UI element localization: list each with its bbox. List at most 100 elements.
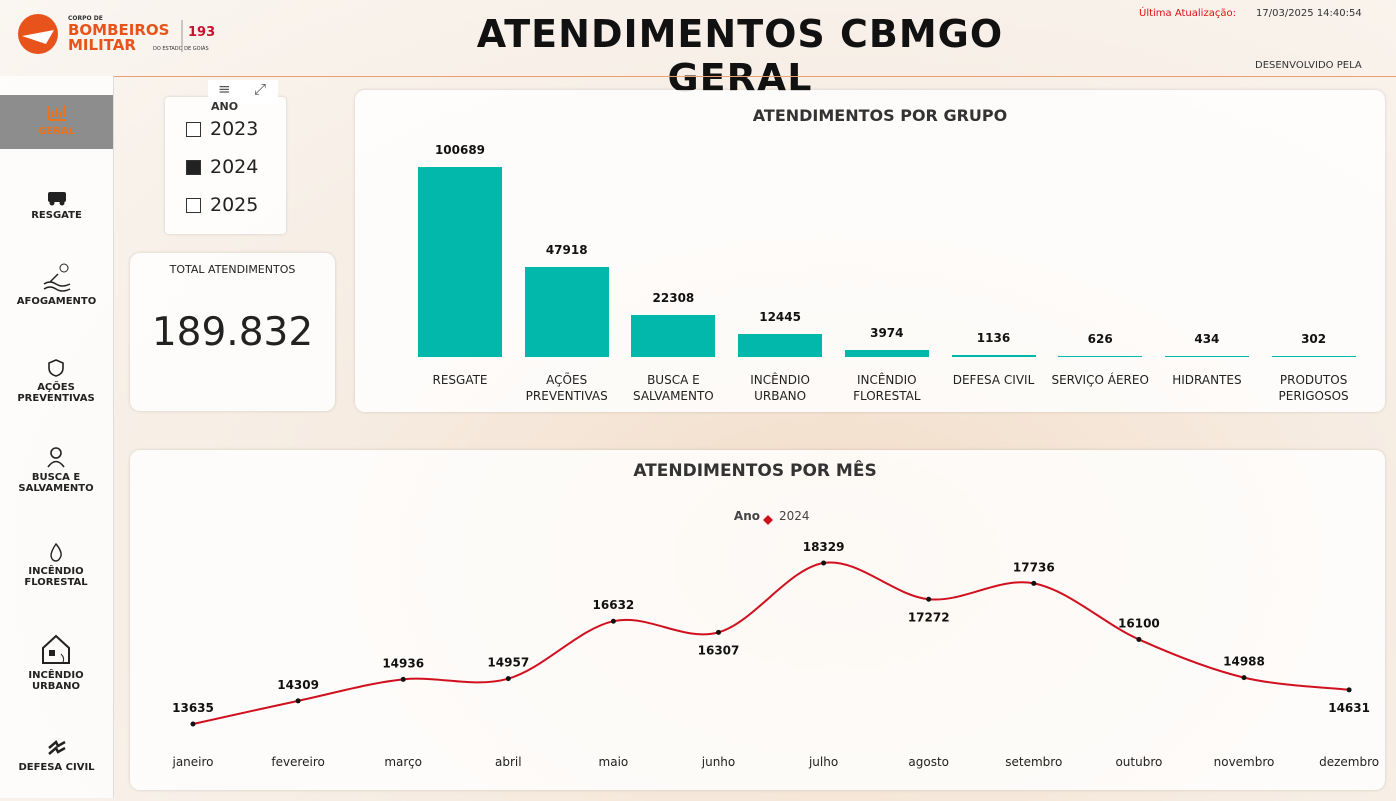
data-label: 18329 bbox=[803, 540, 845, 554]
point bbox=[401, 677, 406, 682]
option-label: 2024 bbox=[210, 156, 258, 178]
point bbox=[1031, 581, 1036, 586]
bar bbox=[525, 267, 609, 357]
line-series bbox=[193, 562, 1349, 724]
bar bbox=[418, 167, 502, 357]
option-label: 2023 bbox=[210, 118, 258, 140]
point bbox=[1347, 687, 1352, 692]
logo: CORPO DE BOMBEIROS MILITAR DO ESTADO DE … bbox=[8, 10, 238, 60]
data-label: 14988 bbox=[1223, 655, 1265, 669]
data-label: 3974 bbox=[837, 326, 937, 340]
nav-label: AÇÕES PREVENTIVAS bbox=[17, 382, 94, 404]
data-label: 12445 bbox=[730, 310, 830, 324]
filter-title: ANO bbox=[211, 100, 238, 113]
bar bbox=[631, 315, 715, 357]
bar bbox=[952, 355, 1036, 357]
checkbox[interactable] bbox=[186, 160, 201, 175]
data-label: 13635 bbox=[172, 701, 214, 715]
nav-label: BUSCA E SALVAMENTO bbox=[18, 472, 93, 494]
x-tick-label: PRODUTOS PERIGOSOS bbox=[1264, 372, 1364, 404]
point bbox=[1242, 675, 1247, 680]
nav-item[interactable]: AÇÕES PREVENTIVAS bbox=[7, 358, 105, 404]
point bbox=[821, 561, 826, 566]
checkbox[interactable] bbox=[186, 198, 201, 213]
filter-option[interactable]: 2023 bbox=[186, 118, 258, 140]
x-tick-label: SERVIÇO ÁEREO bbox=[1050, 372, 1150, 388]
x-tick-label: junho bbox=[701, 755, 736, 769]
x-tick-label: AÇÕES PREVENTIVAS bbox=[517, 372, 617, 404]
x-tick-label: abril bbox=[495, 755, 522, 769]
nav-icon bbox=[46, 738, 68, 758]
data-label: 16307 bbox=[698, 643, 740, 657]
filter-option[interactable]: 2024 bbox=[186, 156, 258, 178]
x-tick-label: novembro bbox=[1214, 755, 1275, 769]
bar bbox=[1272, 356, 1356, 357]
point bbox=[611, 619, 616, 624]
nav-item[interactable]: INCÊNDIO FLORESTAL bbox=[11, 542, 101, 588]
logo-text: DO ESTADO DE GOIÁS bbox=[153, 45, 209, 52]
x-tick-label: agosto bbox=[908, 755, 949, 769]
data-label: 1136 bbox=[944, 331, 1044, 345]
x-tick-label: outubro bbox=[1115, 755, 1162, 769]
card-title: TOTAL ATENDIMENTOS bbox=[130, 263, 335, 276]
nav-label: INCÊNDIO URBANO bbox=[28, 670, 83, 692]
data-label: 434 bbox=[1157, 332, 1257, 346]
developed-by: DESENVOLVIDO PELA bbox=[1255, 60, 1362, 71]
data-label: 14957 bbox=[487, 656, 529, 670]
nav-item[interactable]: GERAL bbox=[0, 100, 113, 137]
bar bbox=[845, 350, 929, 357]
data-label: 14631 bbox=[1328, 701, 1370, 715]
nav-label: GERAL bbox=[38, 126, 75, 137]
bar-chart-title: ATENDIMENTOS POR GRUPO bbox=[355, 106, 1396, 125]
bar-chart-panel bbox=[355, 90, 1385, 412]
data-label: 100689 bbox=[410, 143, 510, 157]
bar bbox=[1058, 356, 1142, 357]
update-value: 17/03/2025 14:40:54 bbox=[1256, 8, 1362, 19]
bar bbox=[1165, 356, 1249, 357]
point bbox=[926, 597, 931, 602]
nav-icon bbox=[46, 358, 66, 378]
point bbox=[506, 676, 511, 681]
nav-item[interactable]: RESGATE bbox=[0, 188, 113, 221]
data-label: 626 bbox=[1050, 332, 1150, 346]
x-tick-label: INCÊNDIO URBANO bbox=[730, 372, 830, 404]
x-tick-label: setembro bbox=[1005, 755, 1062, 769]
x-tick-label: dezembro bbox=[1319, 755, 1379, 769]
x-tick-label: janeiro bbox=[171, 755, 213, 769]
x-tick-label: RESGATE bbox=[410, 372, 510, 388]
update-label: Última Atualização: bbox=[1139, 8, 1236, 19]
checkbox[interactable] bbox=[186, 122, 201, 137]
nav-item[interactable]: AFOGAMENTO bbox=[0, 262, 113, 307]
x-tick-label: BUSCA E SALVAMENTO bbox=[623, 372, 723, 404]
filter-option[interactable]: 2025 bbox=[186, 194, 258, 216]
nav-icon bbox=[46, 188, 68, 206]
page-title: ATENDIMENTOS CBMGO GERAL bbox=[400, 12, 1080, 100]
expand-icon[interactable]: ⤢ bbox=[254, 80, 266, 98]
header-rule bbox=[113, 76, 1396, 77]
data-label: 17736 bbox=[1013, 560, 1055, 574]
data-label: 302 bbox=[1264, 332, 1364, 346]
line-chart-title: ATENDIMENTOS POR MÊS bbox=[633, 459, 876, 481]
x-tick-label: maio bbox=[599, 755, 629, 769]
x-tick-label: INCÊNDIO FLORESTAL bbox=[837, 372, 937, 404]
nav-icon bbox=[46, 100, 68, 122]
nav-label: AFOGAMENTO bbox=[17, 296, 97, 307]
nav-icon bbox=[42, 262, 72, 292]
nav-icon bbox=[46, 542, 66, 562]
x-tick-label: março bbox=[384, 755, 422, 769]
option-label: 2025 bbox=[210, 194, 258, 216]
dashboard: CORPO DE BOMBEIROS MILITAR DO ESTADO DE … bbox=[0, 0, 1396, 801]
x-tick-label: DEFESA CIVIL bbox=[944, 372, 1044, 388]
legend-marker bbox=[763, 515, 773, 525]
bar bbox=[738, 334, 822, 357]
data-label: 17272 bbox=[908, 610, 950, 624]
card-value: 189.832 bbox=[130, 310, 335, 355]
point bbox=[296, 698, 301, 703]
legend-title: Ano bbox=[734, 509, 760, 523]
nav-item[interactable]: DEFESA CIVIL bbox=[0, 738, 113, 773]
nav-label: DEFESA CIVIL bbox=[18, 762, 94, 773]
nav-item[interactable]: BUSCA E SALVAMENTO bbox=[7, 446, 105, 494]
data-label: 14309 bbox=[277, 678, 319, 692]
nav-item[interactable]: INCÊNDIO URBANO bbox=[11, 632, 101, 692]
filter-icon[interactable]: ≡ bbox=[218, 80, 231, 98]
